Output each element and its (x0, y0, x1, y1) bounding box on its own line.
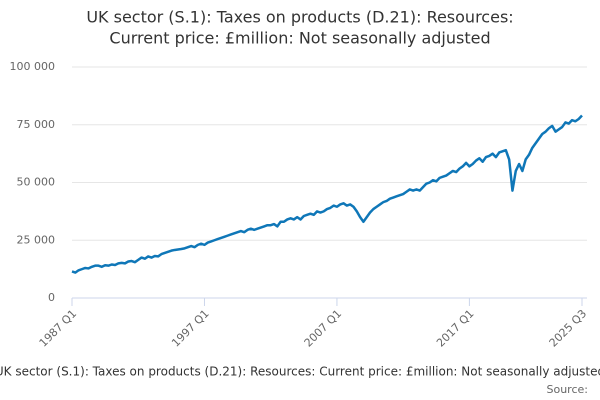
y-tick-label: 25 000 (17, 233, 56, 246)
source: Source: (547, 383, 589, 396)
x-tick-label: 2025 Q3 (547, 307, 590, 350)
chart-title: Current price: £million: Not seasonally … (109, 29, 490, 48)
x-tick-label: 1997 Q1 (169, 307, 212, 350)
x-tick-label: 2017 Q1 (434, 307, 477, 350)
x-axis-label: UK sector (S.1): Taxes on products (D.21… (0, 365, 600, 379)
y-tick-label: 100 000 (10, 60, 56, 73)
chart-title: UK sector (S.1): Taxes on products (D.21… (86, 8, 513, 27)
y-tick-label: 75 000 (17, 118, 56, 131)
x-tick-label: 2007 Q1 (302, 307, 345, 350)
x-tick-label: 1987 Q1 (37, 307, 80, 350)
y-tick-label: 0 (48, 291, 55, 304)
y-tick-label: 50 000 (17, 176, 56, 189)
line (71, 114, 583, 274)
